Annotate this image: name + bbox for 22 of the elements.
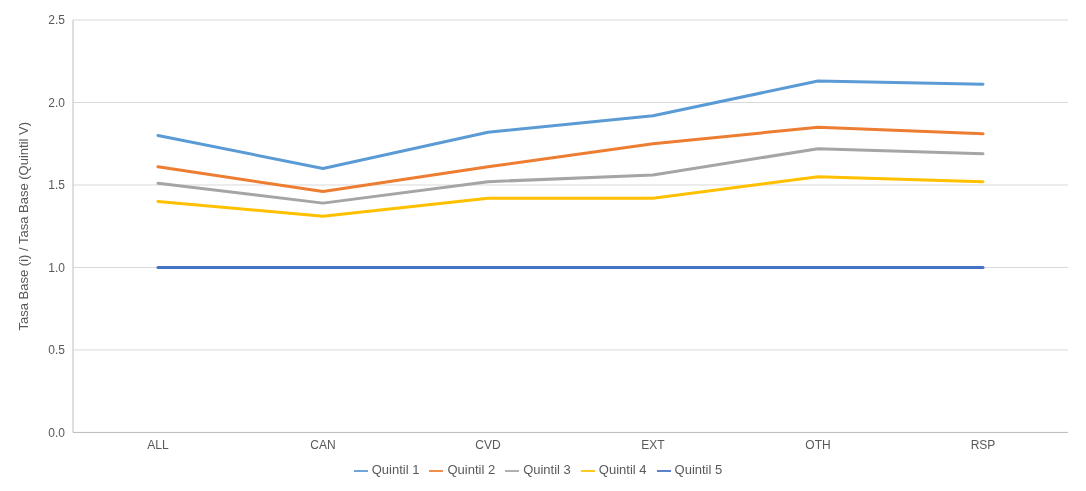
y-tick-label: 2.5 — [48, 13, 66, 28]
legend-label: Quintil 2 — [447, 462, 496, 478]
y-tick-label: 2.0 — [48, 95, 66, 110]
x-tick-label: CVD — [475, 437, 501, 452]
x-tick-label: EXT — [641, 437, 666, 452]
x-tick-label: CAN — [310, 437, 336, 452]
y-tick-label: 0.5 — [48, 343, 66, 358]
x-tick-label: ALL — [147, 437, 169, 452]
legend-label: Quintil 3 — [523, 462, 571, 478]
line-series — [156, 125, 985, 194]
y-tick-label: 1.0 — [48, 260, 66, 275]
y-axis-title: Tasa Base (i) / Tasa Base (Quintil V) — [15, 121, 31, 331]
y-tick-label: 1.5 — [48, 178, 66, 193]
line-series — [156, 175, 985, 218]
legend-label: Quintil 1 — [371, 462, 420, 478]
y-tick-label: 0.0 — [48, 425, 66, 440]
x-tick-label: RSP — [970, 437, 996, 452]
line-series — [156, 147, 985, 205]
legend-label: Quintil 5 — [674, 462, 723, 478]
line-series — [156, 79, 985, 170]
legend-label: Quintil 4 — [598, 462, 647, 478]
x-tick-label: OTH — [805, 437, 831, 452]
